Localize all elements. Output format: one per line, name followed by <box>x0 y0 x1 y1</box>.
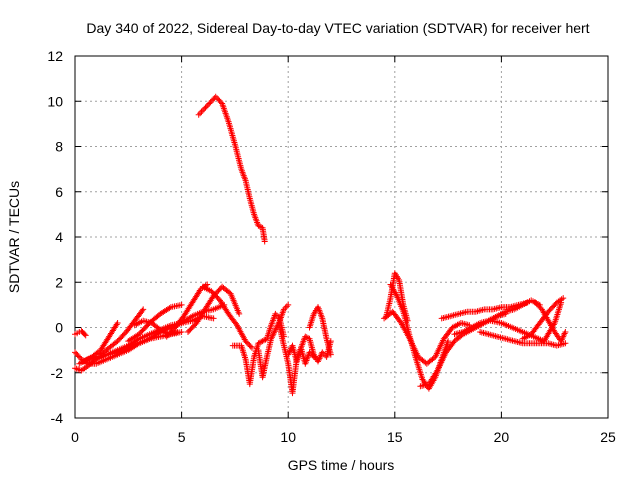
series-arc-22 <box>438 299 530 322</box>
x-tick-label: 25 <box>600 429 616 445</box>
data-point-markers <box>80 320 121 365</box>
x-tick-label: 0 <box>71 429 79 445</box>
x-tick-label: 20 <box>494 429 510 445</box>
data-points <box>72 93 569 397</box>
series-arc-01 <box>72 327 89 339</box>
axis-ticks: 0 5 10 15 20 25 -4 -2 0 2 4 6 8 10 12 <box>47 48 616 445</box>
chart-title: Day 340 of 2022, Sidereal Day-to-day VTE… <box>86 20 589 36</box>
data-point-markers <box>387 281 452 392</box>
series-arc-14 <box>255 301 292 381</box>
data-point-markers <box>72 327 89 339</box>
x-tick-label: 10 <box>280 429 296 445</box>
series-arc-24 <box>477 329 569 349</box>
y-axis-title: SDTVAR / TECUs <box>6 181 22 293</box>
data-point-markers <box>306 304 334 358</box>
data-point-markers <box>451 297 543 338</box>
y-tick-label: -4 <box>51 410 64 426</box>
y-tick-label: -2 <box>51 365 64 381</box>
series-arc-11 <box>199 283 255 351</box>
data-point-markers <box>255 301 292 381</box>
y-tick-label: 8 <box>55 139 63 155</box>
y-tick-label: 0 <box>55 320 63 336</box>
series-arc-23 <box>451 297 543 338</box>
series-arc-20 <box>387 281 452 392</box>
y-tick-label: 2 <box>55 274 63 290</box>
series-arc-05 <box>80 320 121 365</box>
data-point-markers <box>195 93 268 245</box>
series-arc-17 <box>306 304 334 358</box>
data-point-markers <box>199 283 255 351</box>
series-arc-09 <box>163 281 211 340</box>
y-tick-label: 10 <box>47 93 63 109</box>
data-point-markers <box>487 299 565 345</box>
series-arc-25 <box>487 299 565 345</box>
data-point-markers <box>532 299 569 345</box>
data-point-markers <box>438 299 530 322</box>
y-tick-label: 12 <box>47 48 63 64</box>
x-axis-title: GPS time / hours <box>288 457 395 473</box>
y-tick-label: 6 <box>55 184 63 200</box>
series-arc-12 <box>195 93 268 245</box>
data-point-markers <box>163 281 211 340</box>
y-tick-label: 4 <box>55 229 63 245</box>
grid-lines <box>75 56 608 418</box>
data-point-markers <box>477 329 569 349</box>
x-tick-label: 5 <box>178 429 186 445</box>
data-point-markers <box>97 306 147 358</box>
x-tick-label: 15 <box>387 429 403 445</box>
series-arc-27 <box>532 299 569 345</box>
data-point-markers <box>185 283 243 335</box>
series-arc-10 <box>185 283 243 335</box>
series-arc-06 <box>97 306 147 358</box>
